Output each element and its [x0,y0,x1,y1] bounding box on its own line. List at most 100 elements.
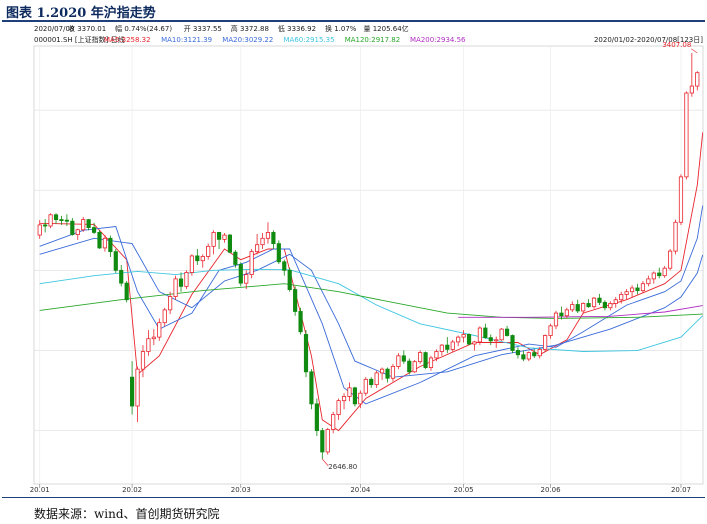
annotations: 3407.08 2646.80 [322,41,698,471]
candle-38 [244,270,249,290]
candle-body-94 [548,325,553,336]
candle-body-8 [81,219,86,231]
candle-body-36 [233,251,238,265]
candle-body-5 [64,219,69,222]
plot-frame [33,45,704,485]
candle-47 [293,286,298,316]
candle-71 [423,351,428,370]
candle-body-45 [282,261,287,271]
candle-body-118 [678,176,684,223]
x-tick-20.06: 20.06 [541,486,562,494]
candle-39 [249,248,254,279]
candle-body-100 [581,303,586,312]
x-tick-20.03: 20.03 [231,486,251,494]
candle-64 [385,367,390,383]
candle-body-19 [140,351,146,370]
candle-body-6 [70,220,75,235]
candle-6 [70,217,75,236]
candle-103 [597,293,602,306]
candle-2 [48,213,53,229]
candle-body-88 [515,350,521,356]
candle-body-120 [689,85,694,94]
range-label: 2020/01/02-2020/07/08[123日] [594,36,703,44]
candle-body-112 [646,278,651,285]
candle-body-108 [624,291,629,295]
header-row: 2020/07/08 收 3370.01 幅 0.74%(24.67) 开 3337… [34,24,409,33]
candle-21 [151,329,156,346]
candle-body-29 [195,255,200,262]
legend-ma10: MA10:3121.39 [161,36,212,44]
candle-1 [43,219,48,233]
candle-body-20 [146,338,151,352]
legend-ma20: MA20:3029.22 [222,36,273,44]
candle-body-34 [222,234,227,240]
candle-97 [564,307,569,319]
symbol-label: 000001.SH [上证指数] 日线 [34,35,125,44]
x-tick-20.01: 20.01 [30,486,50,494]
candle-8 [81,216,86,232]
candle-53 [325,427,330,455]
candle-20 [146,330,151,356]
candle-98 [570,301,575,313]
candle-33 [216,231,222,249]
annotation-leader-0 [691,48,698,54]
candle-body-103 [597,297,602,303]
candle-body-47 [293,289,298,312]
candles [37,52,700,460]
candle-body-98 [570,304,575,311]
candle-body-105 [608,303,613,309]
line-ma60 [39,268,704,352]
candle-35 [227,234,233,254]
candle-body-40 [255,244,260,253]
candle-112 [646,275,651,287]
candle-body-42 [265,232,271,239]
candle-15 [119,265,124,287]
candle-57 [347,382,352,402]
candle-63 [380,367,385,380]
line-ma20 [39,237,704,378]
candle-body-26 [178,278,184,287]
candle-body-79 [466,334,472,345]
x-tick-20.04: 20.04 [350,486,371,494]
annotation-leader-1 [322,458,329,467]
candle-86 [504,325,510,337]
candle-42 [265,222,271,244]
candle-65 [390,363,396,382]
candle-body-14 [113,251,118,271]
candle-body-46 [287,269,292,290]
source-note: 数据来源：wind、首创期货研究院 [34,507,220,521]
legend-ma120: MA120:2917.82 [345,36,401,44]
candle-5 [64,214,69,227]
candle-81 [477,326,482,346]
candle-body-121 [695,72,700,87]
candle-body-78 [461,334,466,338]
candle-body-71 [423,352,428,368]
candle-80 [472,340,477,351]
candle-117 [673,219,678,255]
candle-110 [635,283,640,295]
candle-78 [461,330,466,343]
header-item-1: 幅 0.74%(24.67) [115,24,172,33]
candle-27 [184,270,189,290]
candle-body-91 [532,352,537,357]
candle-body-59 [358,392,363,405]
candle-body-54 [331,414,336,430]
candle-body-51 [314,403,319,431]
candle-87 [510,334,515,354]
candle-52 [320,427,325,460]
candle-26 [178,272,184,292]
candle-28 [189,254,194,276]
candle-92 [537,347,542,359]
candle-body-82 [483,327,488,339]
candle-body-97 [564,309,569,317]
candle-body-0 [37,224,42,236]
candle-43 [271,230,276,249]
candle-body-16 [124,282,129,301]
candle-60 [363,377,368,396]
candle-body-37 [238,264,243,284]
legend-ma60: MA60:2915.35 [284,36,335,44]
candle-body-15 [119,269,124,284]
candle-body-13 [108,237,113,253]
candle-body-72 [428,357,434,368]
candle-62 [374,370,379,388]
